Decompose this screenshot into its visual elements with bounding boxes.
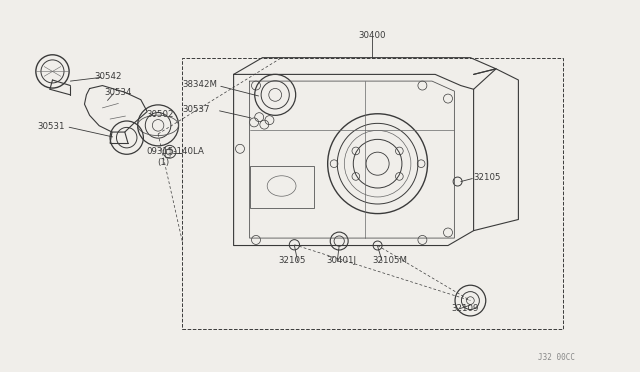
Bar (182, 58, 563, 329)
Text: 32105: 32105 (278, 256, 306, 265)
Text: Ⓢ: Ⓢ (164, 147, 171, 157)
Text: 32109: 32109 (452, 304, 479, 312)
Text: (1): (1) (157, 158, 169, 167)
Text: 30537: 30537 (182, 105, 210, 114)
Text: 30542: 30542 (95, 72, 122, 81)
Text: 32105: 32105 (474, 173, 501, 182)
Text: 30531: 30531 (37, 122, 65, 131)
Bar (250, 166, 314, 208)
Text: J32 00CC: J32 00CC (538, 353, 575, 362)
Text: 38342M: 38342M (182, 80, 218, 89)
Text: 30400: 30400 (359, 31, 386, 40)
Text: 30534: 30534 (104, 88, 132, 97)
Text: 09315-140LA: 09315-140LA (146, 147, 204, 156)
Text: 30502: 30502 (146, 110, 173, 119)
Text: 30401J: 30401J (326, 256, 356, 265)
Text: 32105M: 32105M (372, 256, 408, 265)
